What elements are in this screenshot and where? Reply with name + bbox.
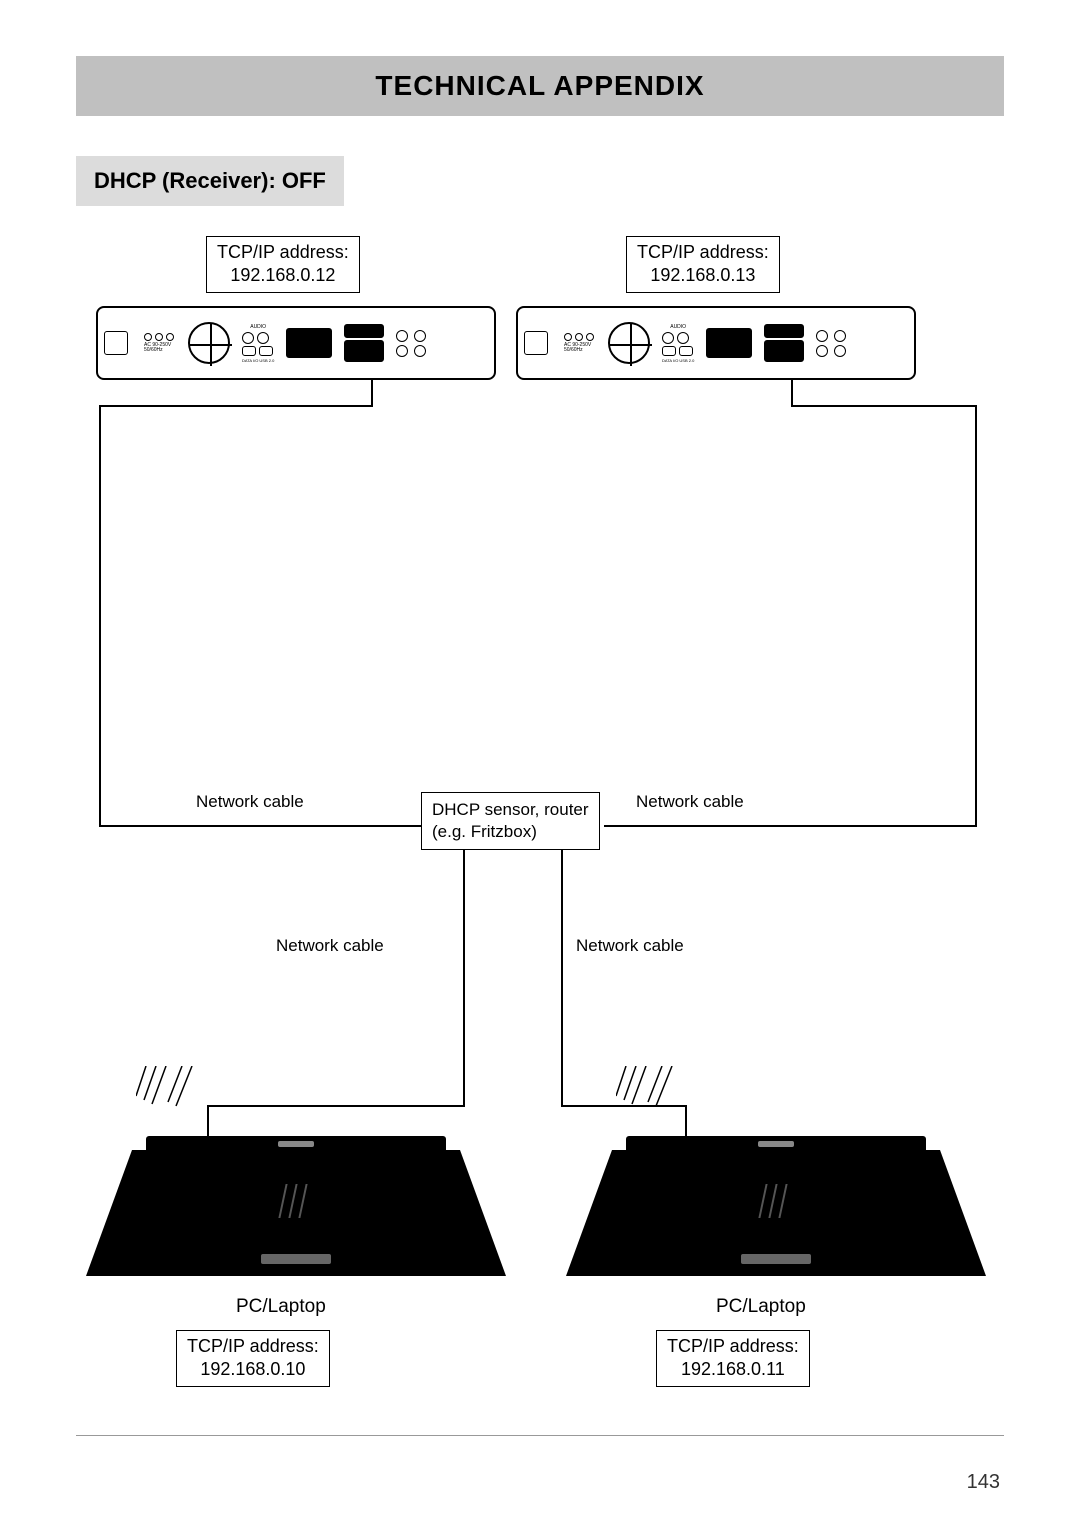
router-box: DHCP sensor, router (e.g. Fritzbox): [421, 792, 600, 850]
router-line1: DHCP sensor, router: [432, 799, 589, 821]
laptop2-ip-box: TCP/IP address: 192.168.0.11: [656, 1330, 810, 1387]
laptop2-ip-value: 192.168.0.11: [667, 1358, 799, 1381]
cable-label-top-right: Network cable: [636, 792, 744, 812]
cable-label-top-left: Network cable: [196, 792, 304, 812]
receiver2-ip-box: TCP/IP address: 192.168.0.13: [626, 236, 780, 293]
subtitle: DHCP (Receiver): OFF: [94, 168, 326, 193]
laptop1-ip-value: 192.168.0.10: [187, 1358, 319, 1381]
receiver1-ip-label: TCP/IP address:: [217, 241, 349, 264]
network-diagram: TCP/IP address: 192.168.0.12 TCP/IP addr…: [76, 236, 1004, 1436]
receiver1-ip-box: TCP/IP address: 192.168.0.12: [206, 236, 360, 293]
laptop2-ip-label: TCP/IP address:: [667, 1335, 799, 1358]
receiver2-ip-value: 192.168.0.13: [637, 264, 769, 287]
cable-label-mid-right: Network cable: [576, 936, 684, 956]
laptop1-ip-box: TCP/IP address: 192.168.0.10: [176, 1330, 330, 1387]
page-title: TECHNICAL APPENDIX: [375, 70, 704, 101]
laptop1-ip-label: TCP/IP address:: [187, 1335, 319, 1358]
receiver2-ip-label: TCP/IP address:: [637, 241, 769, 264]
receiver1-ip-value: 192.168.0.12: [217, 264, 349, 287]
cable-label-mid-left: Network cable: [276, 936, 384, 956]
page-number: 143: [967, 1471, 1000, 1494]
router-line2: (e.g. Fritzbox): [432, 821, 589, 843]
subtitle-bar: DHCP (Receiver): OFF: [76, 156, 344, 206]
page-title-bar: TECHNICAL APPENDIX: [76, 56, 1004, 116]
